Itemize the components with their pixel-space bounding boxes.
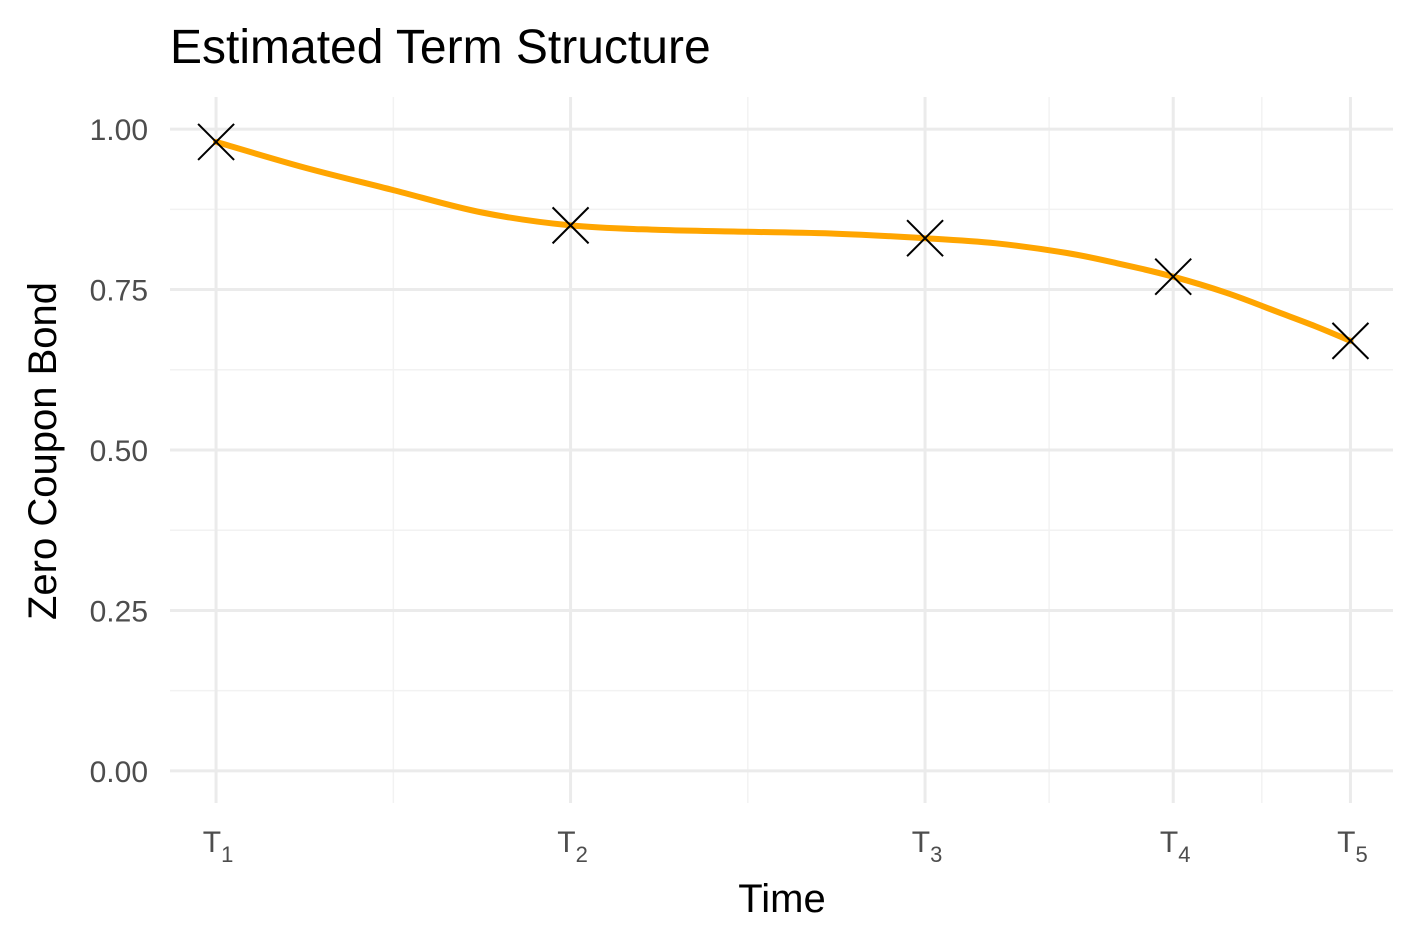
- y-axis-title: Zero Coupon Bond: [21, 282, 65, 620]
- x-tick-label: T1: [203, 826, 234, 867]
- point-marker: [906, 219, 944, 257]
- point-marker: [1331, 322, 1370, 360]
- major-grid: [170, 97, 1393, 803]
- point-marker: [197, 123, 235, 161]
- point-marker: [551, 206, 590, 245]
- y-tick-label: 1.00: [90, 114, 148, 147]
- term-structure-curve: [213, 138, 1354, 344]
- point-marker: [1154, 258, 1192, 296]
- x-tick-label: T4: [1160, 826, 1191, 867]
- y-tick-label: 0.00: [90, 756, 148, 789]
- observed-point-markers: [197, 123, 1370, 360]
- chart-title: Estimated Term Structure: [170, 21, 711, 74]
- y-axis-tick-labels: 0.00 0.25 0.50 0.75 1.00: [90, 114, 148, 789]
- y-tick-label: 0.25: [90, 595, 148, 628]
- x-tick-label: T5: [1337, 826, 1368, 867]
- x-tick-label: T3: [912, 826, 943, 867]
- y-tick-label: 0.50: [90, 435, 148, 468]
- x-axis-tick-labels: T1 T2 T3 T4 T5: [203, 826, 1368, 867]
- y-tick-label: 0.75: [90, 275, 148, 308]
- x-tick-label: T2: [557, 826, 588, 867]
- x-axis-title: Time: [738, 877, 825, 921]
